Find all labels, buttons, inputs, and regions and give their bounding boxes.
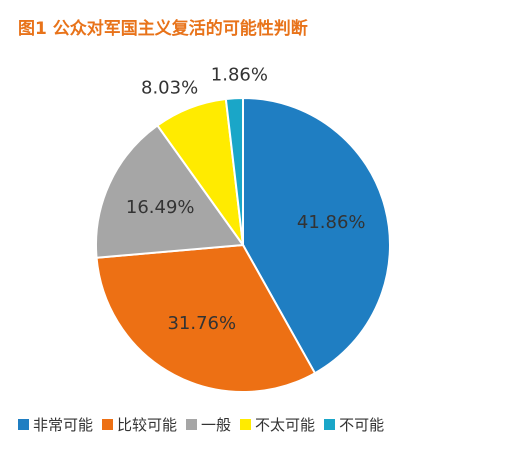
pie-chart: 41.86% 31.76% 16.49% 8.03% 1.86% <box>95 65 391 393</box>
chart-title: 图1 公众对军国主义复活的可能性判断 <box>18 19 308 39</box>
legend-swatch-unlikely <box>240 419 252 430</box>
legend-item-neutral: 一般 <box>186 414 231 435</box>
legend-label-fairly-likely: 比较可能 <box>117 416 178 434</box>
pie-label-unlikely: 8.03% <box>141 78 198 99</box>
legend-label-very-likely: 非常可能 <box>33 416 94 434</box>
pie-label-very-likely: 41.86% <box>297 212 366 233</box>
legend-label-unlikely: 不太可能 <box>255 416 316 434</box>
legend-item-impossible: 不可能 <box>324 414 384 435</box>
legend-swatch-neutral <box>186 419 198 430</box>
pie-slice-impossible <box>224 96 244 246</box>
legend-item-unlikely: 不太可能 <box>240 414 315 435</box>
pie-slice-fairly-likely <box>95 243 317 393</box>
pie-slice-very-likely <box>242 96 391 375</box>
legend-item-fairly-likely: 比较可能 <box>102 414 177 435</box>
pie-label-impossible: 1.86% <box>211 65 268 86</box>
legend: 非常可能 比较可能 一般 不太可能 不可能 <box>18 414 393 435</box>
pie-slice-neutral <box>95 124 245 259</box>
pie-label-neutral: 16.49% <box>126 197 195 218</box>
legend-label-impossible: 不可能 <box>339 416 385 434</box>
legend-label-neutral: 一般 <box>201 416 232 434</box>
legend-swatch-impossible <box>324 419 336 430</box>
legend-swatch-fairly-likely <box>102 419 114 430</box>
legend-item-very-likely: 非常可能 <box>18 414 93 435</box>
pie-label-fairly-likely: 31.76% <box>167 313 236 334</box>
legend-swatch-very-likely <box>18 419 29 430</box>
